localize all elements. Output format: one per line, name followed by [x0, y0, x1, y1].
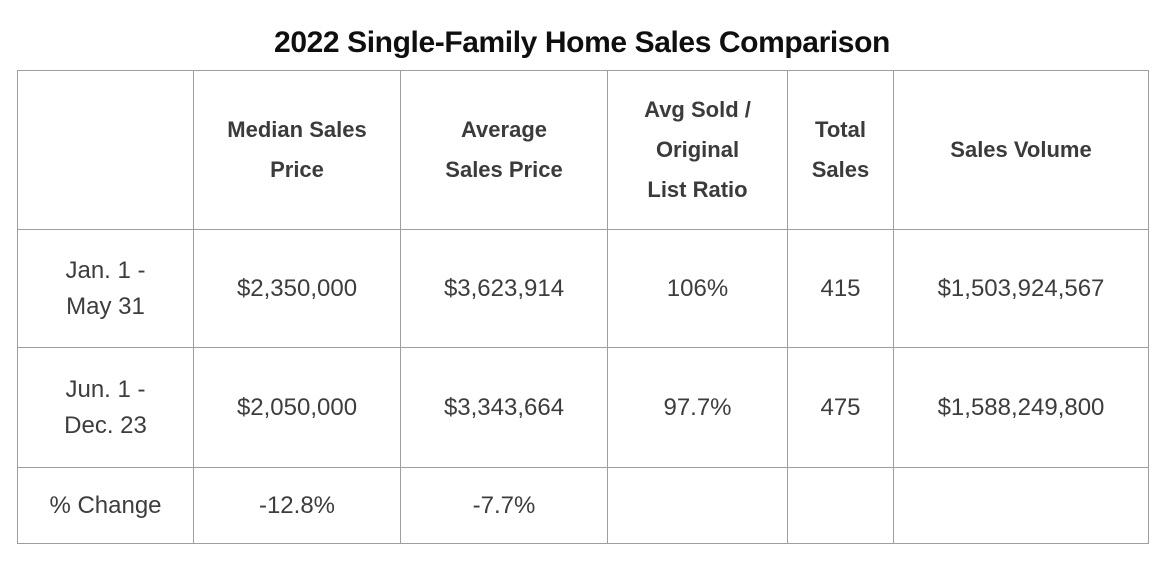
table-row-jan-may: Jan. 1 - May 31 $2,350,000 $3,623,914 10…: [17, 229, 1149, 348]
col-header-sales-volume: Sales Volume: [893, 70, 1149, 230]
col-header-median-sales-price: Median Sales Price: [193, 70, 401, 230]
cell-change-list-ratio: [607, 467, 788, 544]
table-row-percent-change: % Change -12.8% -7.7%: [17, 467, 1149, 544]
col-header-total-sales: Total Sales: [787, 70, 894, 230]
cell-jan-may-sales-volume: $1,503,924,567: [893, 229, 1149, 348]
cell-jan-may-total-sales: 415: [787, 229, 894, 348]
cell-jun-dec-total-sales: 475: [787, 347, 894, 468]
cell-jun-dec-median-sales-price: $2,050,000: [193, 347, 401, 468]
header-row: Median Sales Price Average Sales Price A…: [17, 70, 1149, 230]
cell-change-sales-volume: [893, 467, 1149, 544]
cell-jan-may-list-ratio: 106%: [607, 229, 788, 348]
page-title: 2022 Single-Family Home Sales Comparison: [274, 26, 890, 59]
cell-jun-dec-list-ratio: 97.7%: [607, 347, 788, 468]
cell-jun-dec-sales-volume: $1,588,249,800: [893, 347, 1149, 468]
cell-jan-may-median-sales-price: $2,350,000: [193, 229, 401, 348]
col-header-average-sales-price: Average Sales Price: [400, 70, 608, 230]
cell-jan-may-average-sales-price: $3,623,914: [400, 229, 608, 348]
cell-change-average-sales-price: -7.7%: [400, 467, 608, 544]
cell-change-median-sales-price: -12.8%: [193, 467, 401, 544]
row-label-percent-change: % Change: [17, 467, 194, 544]
row-label-jun-dec: Jun. 1 - Dec. 23: [17, 347, 194, 468]
table-row-jun-dec: Jun. 1 - Dec. 23 $2,050,000 $3,343,664 9…: [17, 347, 1149, 468]
col-header-avg-sold-original-list-ratio: Avg Sold / Original List Ratio: [607, 70, 788, 230]
row-label-jan-may: Jan. 1 - May 31: [17, 229, 194, 348]
col-header-blank: [17, 70, 194, 230]
cell-change-total-sales: [787, 467, 894, 544]
cell-jun-dec-average-sales-price: $3,343,664: [400, 347, 608, 468]
sales-comparison-table: Median Sales Price Average Sales Price A…: [17, 70, 1149, 544]
